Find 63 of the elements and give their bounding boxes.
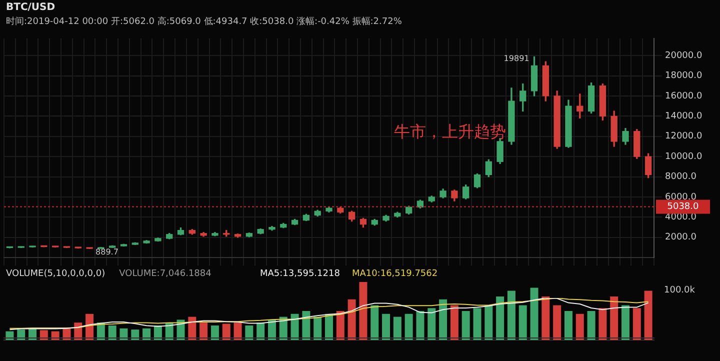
bar: [496, 296, 504, 340]
bar: [336, 311, 344, 340]
y-tick-label: 20000.0: [665, 50, 702, 61]
text: VOLUME:7,046.1884: [119, 269, 212, 279]
text: 100.0k: [664, 285, 696, 296]
bar: [542, 296, 550, 340]
bar: [462, 311, 470, 340]
text: MA10:16,519.7562: [352, 269, 438, 279]
bar: [439, 299, 448, 340]
bar: [188, 316, 196, 340]
bar: [210, 326, 219, 340]
bar: [108, 326, 116, 340]
chart-subtitle: 时间:2019-04-12 00:00 开:5062.0 高:5069.0 低:4934.7 收:5038.0 涨幅:-0.42% 振幅:2.72%: [6, 16, 403, 28]
bar: [530, 288, 538, 340]
y-tick-label: 18000.0: [665, 71, 702, 82]
annotation: 19891: [504, 54, 530, 63]
chart-title: BTC/USD: [6, 2, 56, 13]
bar: [644, 290, 652, 340]
bar: [598, 308, 607, 340]
bar: [200, 322, 208, 340]
y-tick-label: 16000.0: [665, 91, 702, 102]
y-tick-label: 2000.0: [665, 232, 697, 243]
annotation: 牛市，上升趋势: [394, 122, 506, 141]
bar: [222, 324, 230, 340]
bar: [576, 314, 584, 340]
bar: [348, 299, 356, 340]
bar: [142, 328, 151, 340]
y-tick-label: 10000.0: [665, 152, 702, 162]
chart-title: VOLUME(5,10,0,0,0,0): [6, 269, 106, 279]
bar: [302, 311, 310, 340]
ref-line-label: 5038.0: [667, 202, 700, 212]
text: MA5:13,595.1218: [260, 269, 340, 279]
bar: [393, 316, 402, 340]
annotation: 889.7: [96, 248, 118, 257]
bar: [507, 290, 516, 340]
y-tick-label: 6000.0: [665, 192, 697, 202]
bar: [234, 322, 242, 340]
bar: [314, 316, 322, 340]
bar: [404, 314, 413, 340]
bar: [131, 330, 140, 340]
bar: [587, 311, 596, 340]
bar: [564, 311, 572, 340]
y-tick-label: 12000.0: [665, 132, 702, 142]
bar: [450, 305, 458, 340]
bar: [632, 308, 641, 340]
bar: [40, 330, 48, 340]
bar: [428, 308, 436, 340]
bar: [290, 314, 299, 340]
bar: [416, 311, 424, 340]
bar: [518, 305, 527, 340]
y-tick-label: 14000.0: [665, 112, 702, 122]
bar: [370, 305, 379, 340]
bar: [622, 305, 630, 340]
bar: [17, 330, 26, 340]
y-tick-label: 8000.0: [665, 172, 697, 182]
bar: [484, 305, 493, 340]
bar: [120, 328, 128, 340]
bar: [382, 314, 390, 340]
bar: [553, 305, 562, 340]
bar: [359, 282, 368, 340]
bar: [610, 296, 618, 340]
bar: [473, 308, 482, 340]
bar: [245, 326, 254, 340]
